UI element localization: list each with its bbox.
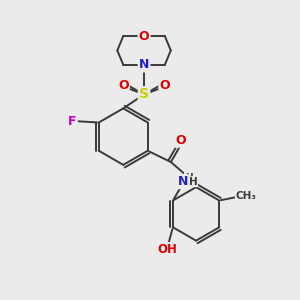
Text: N: N [139, 58, 149, 71]
Text: F: F [68, 115, 76, 128]
Text: H: H [189, 177, 198, 187]
Text: S: S [139, 87, 149, 101]
Text: O: O [118, 79, 129, 92]
Text: N: N [178, 175, 188, 188]
Text: H: H [185, 173, 193, 182]
Text: O: O [160, 79, 170, 92]
Text: CH₃: CH₃ [236, 191, 256, 201]
Text: OH: OH [158, 243, 178, 256]
Text: O: O [139, 30, 149, 43]
Text: O: O [175, 134, 186, 146]
